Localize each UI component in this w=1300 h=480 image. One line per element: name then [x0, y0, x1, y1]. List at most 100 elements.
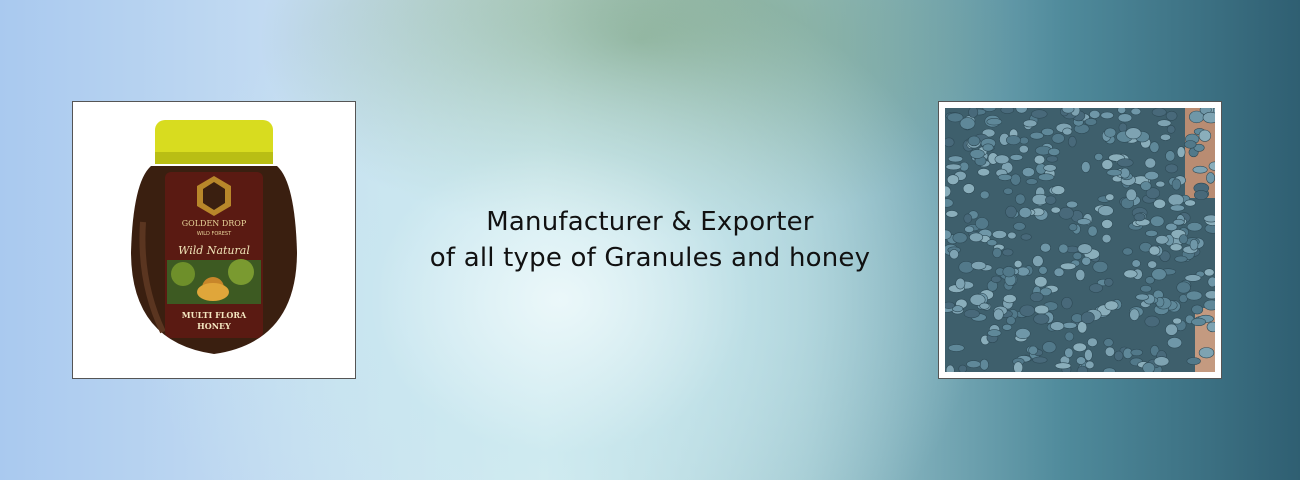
granule-pellet	[1206, 321, 1215, 333]
granule-pellet	[1130, 348, 1143, 357]
granule-pellet	[1155, 235, 1169, 245]
granule-pellet	[1007, 231, 1017, 240]
granule-pellet	[1002, 266, 1016, 278]
granule-pellet	[1097, 205, 1114, 217]
granule-pellet	[1087, 337, 1098, 348]
granule-pellet	[1061, 108, 1075, 114]
granule-pellet	[948, 344, 965, 352]
granule-pellet	[1018, 144, 1029, 154]
granule-pellet	[1033, 313, 1050, 325]
granule-pellet	[1033, 154, 1046, 165]
granule-pellet	[1034, 304, 1050, 315]
honey-jar-illustration: GOLDEN DROP WILD FOREST Wild Natural MUL…	[131, 120, 297, 354]
granule-pellet	[1171, 178, 1182, 191]
granule-pellet	[1184, 140, 1197, 149]
granule-pellet	[1185, 290, 1203, 301]
granule-pellet	[1144, 315, 1160, 328]
granule-pellet	[1022, 167, 1035, 178]
granule-pellet	[1198, 129, 1212, 142]
granule-pellet	[1028, 345, 1038, 355]
granule-pellet	[1150, 345, 1160, 357]
granule-pellet	[1153, 356, 1170, 367]
granule-pellet	[1160, 133, 1172, 141]
granule-pellet	[986, 117, 1003, 126]
granule-pellet	[1046, 155, 1059, 163]
granule-pellet	[1103, 338, 1114, 347]
granule-pellet	[1105, 193, 1115, 201]
granule-pellet	[1005, 205, 1017, 218]
granule-pellet	[1203, 214, 1215, 223]
granule-pellet	[1015, 108, 1028, 114]
granule-pellet	[945, 301, 955, 309]
granule-pellet	[959, 117, 976, 130]
granule-pellet	[945, 210, 959, 218]
granule-pellet	[1003, 294, 1017, 304]
granule-pellet	[1155, 180, 1166, 188]
granule-pellet	[1038, 266, 1048, 275]
granule-pellet	[1022, 119, 1038, 128]
granule-pellet	[1029, 292, 1044, 303]
granule-pellet	[1151, 268, 1167, 281]
granule-pellet	[992, 247, 1002, 259]
granule-pellet	[1045, 195, 1057, 205]
granule-pellet	[1050, 206, 1061, 214]
granule-pellet	[1039, 287, 1052, 297]
granule-pellet	[1165, 110, 1178, 121]
headline-line-1: Manufacturer & Exporter	[486, 207, 814, 237]
granule-pellet	[1089, 283, 1103, 293]
granule-pellet	[1058, 243, 1069, 254]
granule-pellet	[969, 232, 984, 243]
granule-pellet	[1145, 187, 1160, 199]
granule-pellet	[1159, 250, 1171, 262]
granule-pellet	[1148, 245, 1161, 256]
granule-pellet	[945, 364, 955, 372]
granule-pellet	[1169, 243, 1183, 252]
granule-pellet	[1150, 215, 1165, 227]
granule-pellet	[1094, 153, 1104, 161]
granule-pellet	[1058, 206, 1074, 220]
granule-pellet	[1101, 159, 1114, 170]
granule-pellet	[1147, 260, 1157, 269]
granule-pellet	[977, 168, 991, 177]
granule-pellet	[1025, 178, 1038, 185]
granule-pellet	[1203, 299, 1215, 311]
granule-pellet	[1006, 135, 1021, 146]
granule-pellet	[1032, 255, 1044, 267]
granule-pellet	[1054, 362, 1072, 370]
granule-pellet	[1198, 347, 1215, 359]
granule-pellet	[1140, 285, 1152, 293]
granule-pellet	[1144, 157, 1157, 169]
granule-pellet	[1157, 119, 1172, 127]
granule-pellet	[1051, 185, 1066, 195]
granule-pellet	[1104, 278, 1114, 287]
granule-pellet	[945, 185, 952, 198]
granule-pellet	[1043, 164, 1057, 172]
granule-pellet	[1101, 234, 1112, 244]
granule-pellet	[1125, 127, 1142, 140]
granule-pellet	[1102, 367, 1116, 372]
granule-pellet	[945, 163, 962, 171]
granule-pellet	[1037, 173, 1055, 181]
granule-pellet	[1106, 168, 1122, 177]
granule-pellet	[1179, 234, 1189, 244]
granule-pellet	[945, 198, 954, 208]
granule-pellet	[964, 225, 975, 233]
granule-pellet	[1064, 347, 1074, 359]
granule-pellet	[1072, 342, 1087, 353]
granule-pellet	[1042, 341, 1057, 354]
granule-pellet	[952, 305, 964, 313]
sub-brand-text: WILD FOREST	[197, 231, 232, 237]
granule-pellet	[1165, 150, 1176, 162]
granule-pellet	[979, 190, 990, 200]
granule-pellet	[987, 329, 1002, 337]
granule-pellet	[945, 137, 955, 148]
granule-pellet	[994, 154, 1010, 165]
granule-pellet	[1184, 199, 1196, 207]
granule-pellet	[1202, 111, 1215, 124]
granule-pellet	[1129, 308, 1140, 321]
granule-pellet	[1172, 317, 1182, 325]
granule-pellet	[1041, 127, 1054, 136]
granule-pellet	[958, 261, 974, 274]
granule-pellet	[979, 302, 990, 310]
